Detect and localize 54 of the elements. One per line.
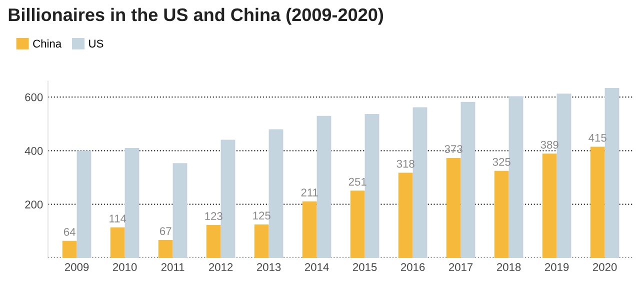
bar [364,114,380,258]
x-tick-label: 2020 [593,263,617,272]
data-label: 211 [301,188,318,196]
x-tick-label: 2012 [209,263,233,272]
x-tick-label: 2018 [497,263,521,272]
bar [556,94,572,258]
bar [316,116,332,258]
x-tick-label: 2014 [305,263,329,272]
y-tick-label: 400 [24,146,43,155]
data-label: 415 [588,134,606,142]
data-label: 64 [64,228,76,236]
data-label: 389 [540,140,558,149]
bar [172,163,188,258]
data-label: 251 [348,178,366,186]
bar [508,96,524,258]
data-label: 123 [205,212,222,220]
bar [62,240,77,258]
x-tick-label: 2009 [65,263,89,272]
y-tick-label: 600 [25,93,43,102]
bar [350,190,365,258]
bar [110,227,125,258]
bar [76,150,92,258]
data-label: 67 [160,227,172,236]
bar [412,107,428,258]
x-tick-label: 2013 [257,263,281,272]
bar [268,129,284,258]
x-tick-label: 2011 [161,263,184,272]
bar [460,102,476,258]
bar [124,148,140,258]
data-label: 114 [110,214,126,222]
legend-label: US [89,40,104,48]
bar [220,140,236,258]
x-tick-label: 2017 [449,263,473,272]
bar [604,88,620,258]
bar [446,158,461,258]
legend-label: China [33,39,62,48]
x-tick-label: 2010 [113,263,137,272]
data-label: 325 [492,158,510,166]
bar [302,201,317,258]
bar [254,224,269,258]
y-tick-label: 200 [25,200,43,208]
x-tick-label: 2015 [353,263,377,272]
data-label: 373 [444,145,462,153]
x-tick-label: 2016 [401,263,425,272]
bar [206,225,221,258]
bar [542,154,557,258]
chart-title: Billionaires in the US and China (2009-2020) [8,8,384,25]
bar [590,146,605,258]
bar [158,240,173,258]
x-tick-label: 2019 [545,263,569,272]
bar [398,172,413,258]
data-label: 125 [253,212,270,220]
bar [494,170,509,258]
data-label: 318 [396,160,414,168]
